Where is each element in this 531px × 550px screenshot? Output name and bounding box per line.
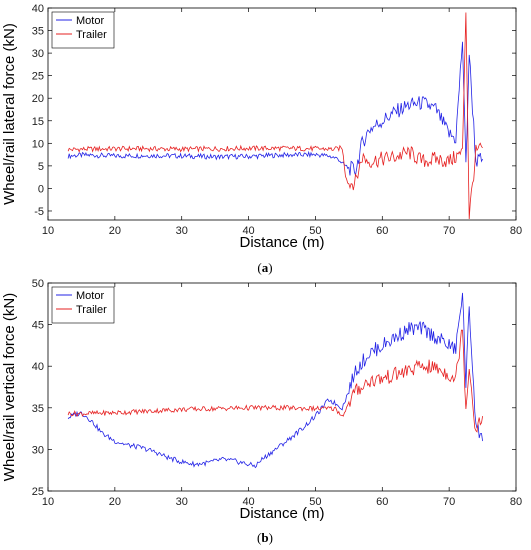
legend-label-motor: Motor bbox=[76, 15, 104, 27]
legend-label-trailer: Trailer bbox=[76, 29, 107, 41]
y-tick-label: 35 bbox=[32, 26, 44, 38]
legend-box bbox=[51, 286, 115, 324]
plot-area bbox=[47, 7, 517, 221]
y-tick-label: 45 bbox=[32, 320, 44, 332]
y-tick-label: 0 bbox=[38, 183, 44, 195]
y-tick-label: 25 bbox=[32, 71, 44, 83]
y-tick-label: 5 bbox=[38, 161, 44, 173]
y-axis-label: Wheel/rail lateral force (kN) bbox=[1, 23, 18, 205]
legend-label-motor: Motor bbox=[76, 290, 104, 302]
x-tick-label: 10 bbox=[42, 225, 54, 237]
x-tick-label: 10 bbox=[42, 496, 54, 508]
x-tick-label: 40 bbox=[242, 225, 254, 237]
x-axis-label: Distance (m) bbox=[239, 505, 324, 522]
x-tick-label: 20 bbox=[109, 225, 121, 237]
legend-label-trailer: Trailer bbox=[76, 304, 107, 316]
series-group bbox=[67, 292, 483, 469]
x-tick-label: 20 bbox=[109, 496, 121, 508]
x-tick-label: 70 bbox=[443, 225, 455, 237]
y-tick-label: 50 bbox=[32, 278, 44, 290]
panel-a-caption: (a) bbox=[257, 260, 272, 275]
series-line-trailer bbox=[67, 329, 483, 433]
y-tick-label: 30 bbox=[32, 444, 44, 456]
y-tick-label: 10 bbox=[32, 138, 44, 150]
legend-box bbox=[51, 11, 115, 49]
panel-a-chart: 10 20 30 40 50 60 70 80-50510152025303540Distan… bbox=[1, 3, 522, 251]
x-tick-label: 80 bbox=[510, 225, 522, 237]
y-tick-label: 40 bbox=[32, 3, 44, 15]
x-tick-label: 70 bbox=[443, 496, 455, 508]
y-tick-label: 35 bbox=[32, 403, 44, 415]
y-tick-label: 30 bbox=[32, 48, 44, 60]
series-line-motor bbox=[67, 41, 483, 177]
series-group bbox=[67, 12, 483, 220]
y-tick-label: 15 bbox=[32, 116, 44, 128]
x-tick-label: 60 bbox=[376, 225, 388, 237]
x-tick-label: 30 bbox=[176, 496, 188, 508]
y-tick-label: 25 bbox=[32, 486, 44, 498]
x-tick-label: 50 bbox=[309, 225, 321, 237]
plot-area bbox=[47, 282, 517, 492]
y-tick-label: -5 bbox=[34, 206, 44, 218]
x-tick-label: 60 bbox=[376, 496, 388, 508]
x-axis-label: Distance (m) bbox=[239, 234, 324, 251]
panel-a-caption-letter: a bbox=[262, 260, 269, 275]
panel-b-caption: (b) bbox=[257, 530, 273, 545]
y-axis-label: Wheel/rail vertical force (kN) bbox=[1, 293, 18, 481]
panel-b-caption-letter: b bbox=[261, 530, 268, 545]
x-tick-label: 50 bbox=[309, 496, 321, 508]
series-line-trailer bbox=[67, 12, 483, 220]
series-line-motor bbox=[67, 292, 483, 469]
x-tick-label: 80 bbox=[510, 496, 522, 508]
y-tick-label: 40 bbox=[32, 361, 44, 373]
x-tick-label: 40 bbox=[242, 496, 254, 508]
x-tick-label: 30 bbox=[176, 225, 188, 237]
y-tick-label: 20 bbox=[32, 93, 44, 105]
